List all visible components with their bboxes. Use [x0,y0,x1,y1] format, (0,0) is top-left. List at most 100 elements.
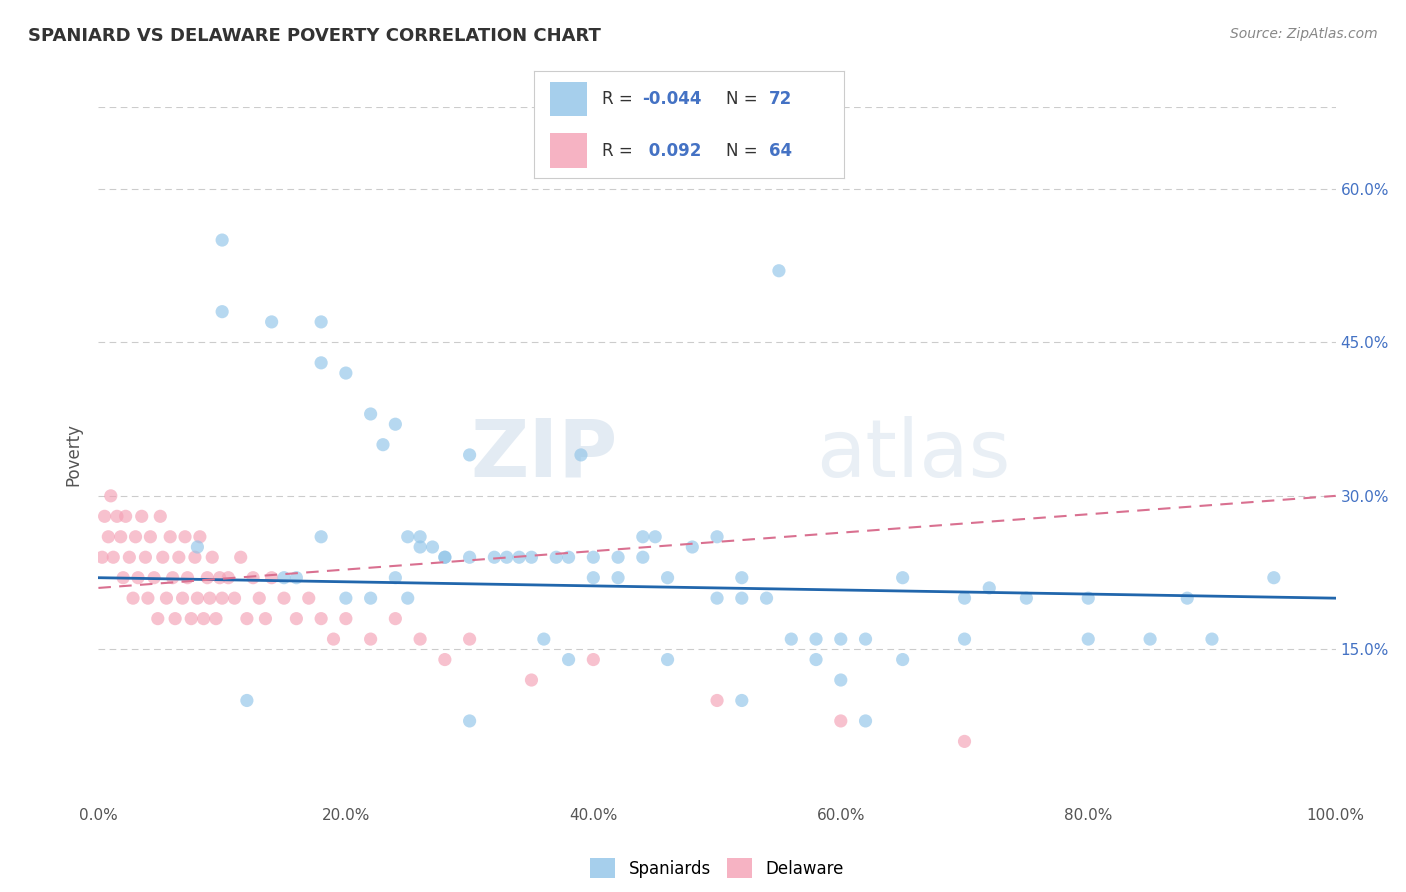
Point [384,417,406,432]
Point [855,714,877,728]
Point [409,540,432,554]
Point [159,530,181,544]
Point [236,693,259,707]
Point [1263,571,1285,585]
Point [953,591,976,606]
Point [1015,591,1038,606]
Point [112,571,135,585]
Y-axis label: Poverty: Poverty [65,424,83,486]
Point [273,571,295,585]
Point [422,540,444,554]
Point [195,571,218,585]
Point [891,652,914,666]
Point [830,632,852,646]
Text: ZIP: ZIP [471,416,619,494]
Point [804,632,827,646]
Point [409,530,432,544]
Point [681,540,703,554]
Text: Source: ZipAtlas.com: Source: ZipAtlas.com [1230,27,1378,41]
Point [134,550,156,565]
Point [830,714,852,728]
Point [136,591,159,606]
Point [97,530,120,544]
Point [953,632,976,646]
Point [152,550,174,565]
Point [384,612,406,626]
Point [114,509,136,524]
Point [100,489,122,503]
Point [1077,591,1099,606]
Point [309,530,332,544]
Text: N =: N = [725,90,763,108]
Point [731,591,754,606]
Point [103,550,125,565]
Point [149,509,172,524]
Point [309,612,332,626]
Point [309,315,332,329]
Point [631,530,654,544]
Point [569,448,592,462]
Point [174,530,197,544]
Point [458,632,481,646]
Legend: Spaniards, Delaware: Spaniards, Delaware [583,851,851,885]
Bar [550,134,586,168]
Point [167,550,190,565]
Point [607,571,630,585]
Point [143,571,166,585]
Point [657,652,679,666]
Point [176,571,198,585]
Point [706,693,728,707]
Point [309,356,332,370]
Point [953,734,976,748]
Point [830,673,852,687]
Point [242,571,264,585]
Point [193,612,215,626]
Point [131,509,153,524]
Point [254,612,277,626]
Point [322,632,344,646]
Point [495,550,517,565]
Point [122,591,145,606]
Point [298,591,321,606]
Point [110,530,132,544]
Point [127,571,149,585]
Point [755,591,778,606]
Point [335,591,357,606]
Point [217,571,239,585]
Point [458,550,481,565]
Point [731,571,754,585]
Point [124,530,146,544]
Point [211,304,233,318]
Point [458,448,481,462]
Point [855,632,877,646]
Point [180,612,202,626]
Point [285,612,308,626]
Point [396,530,419,544]
Point [273,591,295,606]
Text: -0.044: -0.044 [643,90,702,108]
Point [520,550,543,565]
Point [247,591,270,606]
Text: 64: 64 [769,142,793,160]
Point [208,571,231,585]
Point [205,612,228,626]
Point [557,652,579,666]
Point [236,612,259,626]
Point [433,550,456,565]
Point [201,550,224,565]
Point [384,571,406,585]
Point [458,714,481,728]
Point [146,612,169,626]
Point [260,571,283,585]
Text: 0.092: 0.092 [643,142,702,160]
Point [371,438,394,452]
Point [224,591,246,606]
Point [360,591,382,606]
Point [409,632,432,646]
Point [644,530,666,544]
Text: R =: R = [602,142,638,160]
Point [433,550,456,565]
Point [260,315,283,329]
Point [93,509,115,524]
Point [198,591,221,606]
